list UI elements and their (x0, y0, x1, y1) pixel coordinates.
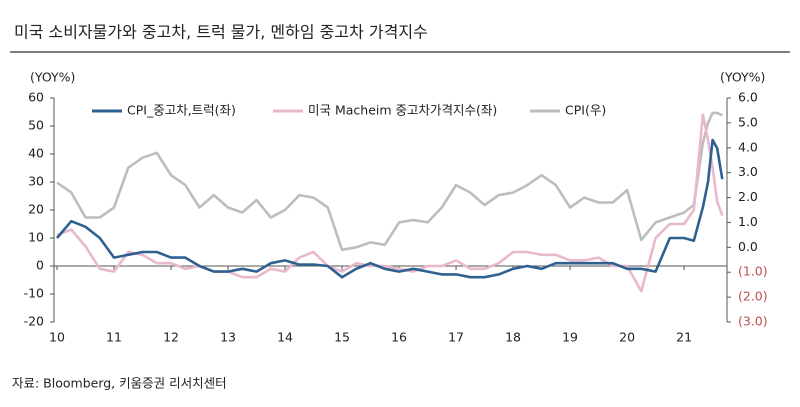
x-tick-label: 12 (163, 330, 179, 345)
y-tick-label: -10 (24, 286, 44, 301)
x-tick-label: 18 (505, 330, 521, 345)
y-tick-label: 10 (28, 230, 44, 245)
x-tick-label: 16 (391, 330, 407, 345)
y-axis-label: (YOY%) (30, 70, 75, 85)
x-tick-label: 13 (220, 330, 236, 345)
y-tick-label: 30 (28, 174, 44, 189)
x-tick-label: 10 (49, 330, 65, 345)
y2-tick-label: 2.0 (738, 189, 758, 204)
y2-tick-label: (1.0) (738, 264, 768, 279)
source-note: 자료: Bloomberg, 키움증권 리서치센터 (12, 376, 227, 391)
y2-axis-label: (YOY%) (720, 70, 765, 85)
legend-label: CPI_중고차,트럭(좌) (127, 103, 236, 118)
y-tick-label: 20 (28, 202, 44, 217)
data-line (56, 111, 723, 252)
legend-label: 미국 Macheim 중고차가격지수(좌) (308, 103, 497, 118)
y2-tick-label: 1.0 (738, 214, 758, 229)
y-tick-label: 60 (28, 90, 44, 105)
y2-tick-label: (2.0) (738, 289, 768, 304)
x-tick-label: 21 (676, 330, 692, 345)
data-line (56, 138, 724, 279)
legend-label: CPI(우) (565, 103, 606, 118)
y2-tick-label: 0.0 (738, 239, 758, 254)
x-tick-label: 17 (448, 330, 464, 345)
y-tick-label: 50 (28, 118, 44, 133)
data-line (56, 113, 724, 293)
x-tick-label: 20 (619, 330, 635, 345)
y2-tick-label: 5.0 (738, 114, 758, 129)
y2-tick-label: 3.0 (738, 164, 758, 179)
x-tick-label: 15 (334, 330, 350, 345)
y2-tick-label: 4.0 (738, 139, 758, 154)
x-tick-label: 14 (277, 330, 293, 345)
x-tick-label: 11 (106, 330, 122, 345)
y-tick-label: -20 (24, 314, 44, 329)
y-tick-label: 0 (36, 258, 44, 273)
x-tick-label: 19 (562, 330, 578, 345)
y2-tick-label: 6.0 (738, 90, 758, 105)
chart-title: 미국 소비자물가와 중고차, 트럭 물가, 멘하임 중고차 가격지수 (14, 23, 428, 42)
y2-tick-label: (3.0) (738, 314, 768, 329)
y-tick-label: 40 (28, 146, 44, 161)
